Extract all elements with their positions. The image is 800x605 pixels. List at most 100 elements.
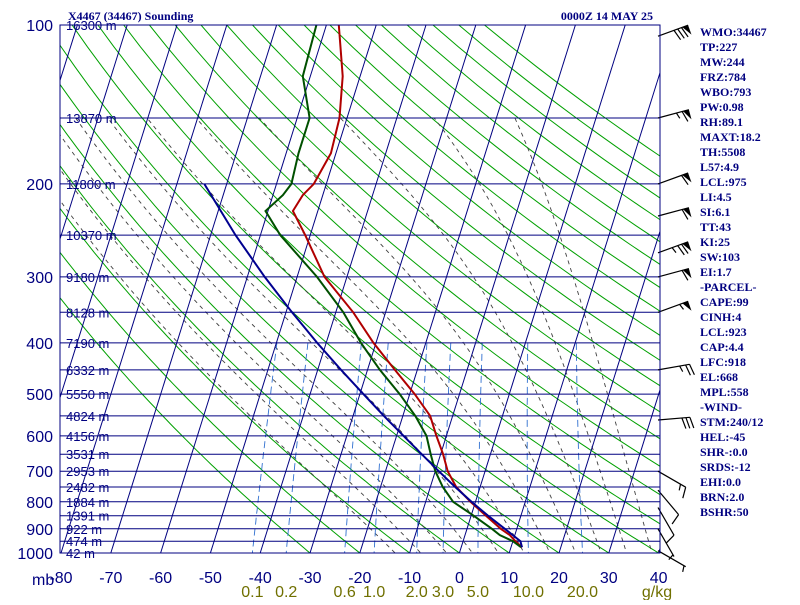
isotherm-line bbox=[111, 25, 277, 553]
isotherm-line bbox=[509, 25, 675, 553]
height-label: 3531 m bbox=[66, 447, 109, 462]
dry-adiabat-line bbox=[0, 25, 374, 564]
index-entry: MW:244 bbox=[700, 55, 745, 69]
mixing-ratio-tick-label: 20.0 bbox=[567, 584, 598, 600]
temperature-tick-label: 0 bbox=[455, 570, 464, 587]
pressure-tick-label: 300 bbox=[26, 270, 53, 287]
temperature-tick-label: 20 bbox=[550, 570, 568, 587]
pressure-isotherm-grid bbox=[0, 25, 800, 553]
index-entry: LCL:923 bbox=[700, 325, 747, 339]
index-entry: WBO:793 bbox=[700, 85, 751, 99]
moist-adiabat-line bbox=[340, 118, 605, 564]
isotherm-line bbox=[410, 25, 576, 553]
wind-barb bbox=[658, 301, 692, 312]
mixing-ratio-tick-label: 0.1 bbox=[241, 584, 263, 600]
height-label: 5550 m bbox=[66, 387, 109, 402]
index-entry: RH:89.1 bbox=[700, 115, 743, 129]
pressure-tick-label: 1000 bbox=[17, 546, 53, 563]
mixing-ratio-tick-label: 5.0 bbox=[467, 584, 489, 600]
pressure-tick-label: 100 bbox=[26, 18, 53, 35]
mixing-ratio-tick-label: 0.6 bbox=[333, 584, 355, 600]
dry-adiabat-line bbox=[46, 25, 626, 564]
index-entry: L57:4.9 bbox=[700, 160, 739, 174]
isotherm-line bbox=[210, 25, 376, 553]
index-entry: BSHR:50 bbox=[700, 505, 749, 519]
mixing-ratio-tick-label: 10.0 bbox=[513, 584, 544, 600]
mixing-ratio-tick-label: 3.0 bbox=[432, 584, 454, 600]
index-entry: EI:1.7 bbox=[700, 265, 732, 279]
index-entry: TT:43 bbox=[700, 220, 731, 234]
mixing-ratio-line bbox=[443, 343, 451, 564]
wind-barb bbox=[658, 269, 692, 281]
index-entry: HEL:-45 bbox=[700, 430, 745, 444]
wind-barb bbox=[658, 490, 679, 524]
wind-barbs bbox=[658, 25, 694, 572]
mixing-ratio-tick-label: 0.2 bbox=[275, 584, 297, 600]
index-entry: SHR-:0.0 bbox=[700, 445, 748, 459]
index-entry: SI:6.1 bbox=[700, 205, 730, 219]
index-entry: LFC:918 bbox=[700, 355, 746, 369]
height-label: 6332 m bbox=[66, 363, 109, 378]
isotherm-line bbox=[0, 25, 28, 553]
wind-barb bbox=[658, 417, 694, 428]
pressure-tick-label: 200 bbox=[26, 177, 53, 194]
pressure-tick-label: 400 bbox=[26, 336, 53, 353]
wind-barb bbox=[658, 208, 692, 220]
wind-barb bbox=[658, 173, 692, 185]
pressure-tick-label: 800 bbox=[26, 495, 53, 512]
height-label: 13870 m bbox=[66, 111, 117, 126]
dry-adiabat-line bbox=[459, 25, 800, 564]
height-label: 11800 m bbox=[66, 177, 116, 192]
temperature-tick-label: -70 bbox=[99, 570, 122, 587]
moist-adiabat-line bbox=[108, 118, 506, 564]
dry-adiabat-line bbox=[72, 25, 677, 564]
mixing-ratio-tick-label: 1.0 bbox=[363, 584, 385, 600]
index-entry: TP:227 bbox=[700, 40, 737, 54]
temperature-tick-label: -80 bbox=[49, 570, 72, 587]
index-entry: CAPE:99 bbox=[700, 295, 749, 309]
index-entry: -WIND- bbox=[700, 400, 742, 414]
dewpoint-trace bbox=[266, 25, 522, 547]
index-entry: CINH:4 bbox=[700, 310, 741, 324]
index-entry: PW:0.98 bbox=[700, 100, 744, 114]
station-title: X4467 (34467) Sounding bbox=[68, 9, 193, 23]
moist-adiabat-line bbox=[434, 118, 630, 564]
index-entry: LCL:975 bbox=[700, 175, 747, 189]
height-label: 2953 m bbox=[66, 464, 109, 479]
wind-barb bbox=[658, 242, 692, 255]
valid-time: 0000Z 14 MAY 25 bbox=[561, 9, 653, 23]
pressure-tick-label: 500 bbox=[26, 387, 53, 404]
index-entry: KI:25 bbox=[700, 235, 730, 249]
height-label: 1884 m bbox=[66, 495, 109, 510]
height-label: 2482 m bbox=[66, 480, 109, 495]
mixing-ratio-line bbox=[251, 343, 277, 564]
index-entry: -PARCEL- bbox=[700, 280, 756, 294]
index-entry: EL:668 bbox=[700, 370, 738, 384]
wind-barb bbox=[658, 364, 694, 375]
isotherm-line bbox=[459, 25, 625, 553]
height-label: 42 m bbox=[66, 546, 95, 561]
index-entry: TH:5508 bbox=[700, 145, 745, 159]
stability-indices-panel: WMO:34467TP:227MW:244FRZ:784WBO:793PW:0.… bbox=[700, 25, 767, 519]
temperature-tick-label: -30 bbox=[298, 570, 321, 587]
temperature-tick-label: -60 bbox=[149, 570, 172, 587]
mixing-ratio-tick-label: 2.0 bbox=[406, 584, 428, 600]
index-entry: SRDS:-12 bbox=[700, 460, 751, 474]
height-label: 4156 m bbox=[66, 429, 109, 444]
height-label: 9180 m bbox=[66, 270, 109, 285]
pressure-tick-label: 700 bbox=[26, 464, 53, 481]
height-label: 10370 m bbox=[66, 228, 117, 243]
index-entry: WMO:34467 bbox=[700, 25, 767, 39]
index-entry: CAP:4.4 bbox=[700, 340, 744, 354]
height-label: 4824 m bbox=[66, 409, 109, 424]
moist-adiabat-line bbox=[515, 118, 655, 564]
mixing-ratio-line bbox=[576, 343, 583, 564]
wind-barb bbox=[658, 110, 692, 122]
index-entry: EHI:0.0 bbox=[700, 475, 741, 489]
mixing-ratio-unit-label: g/kg bbox=[642, 584, 672, 600]
wind-barb bbox=[658, 25, 692, 40]
index-entry: BRN:2.0 bbox=[700, 490, 744, 504]
